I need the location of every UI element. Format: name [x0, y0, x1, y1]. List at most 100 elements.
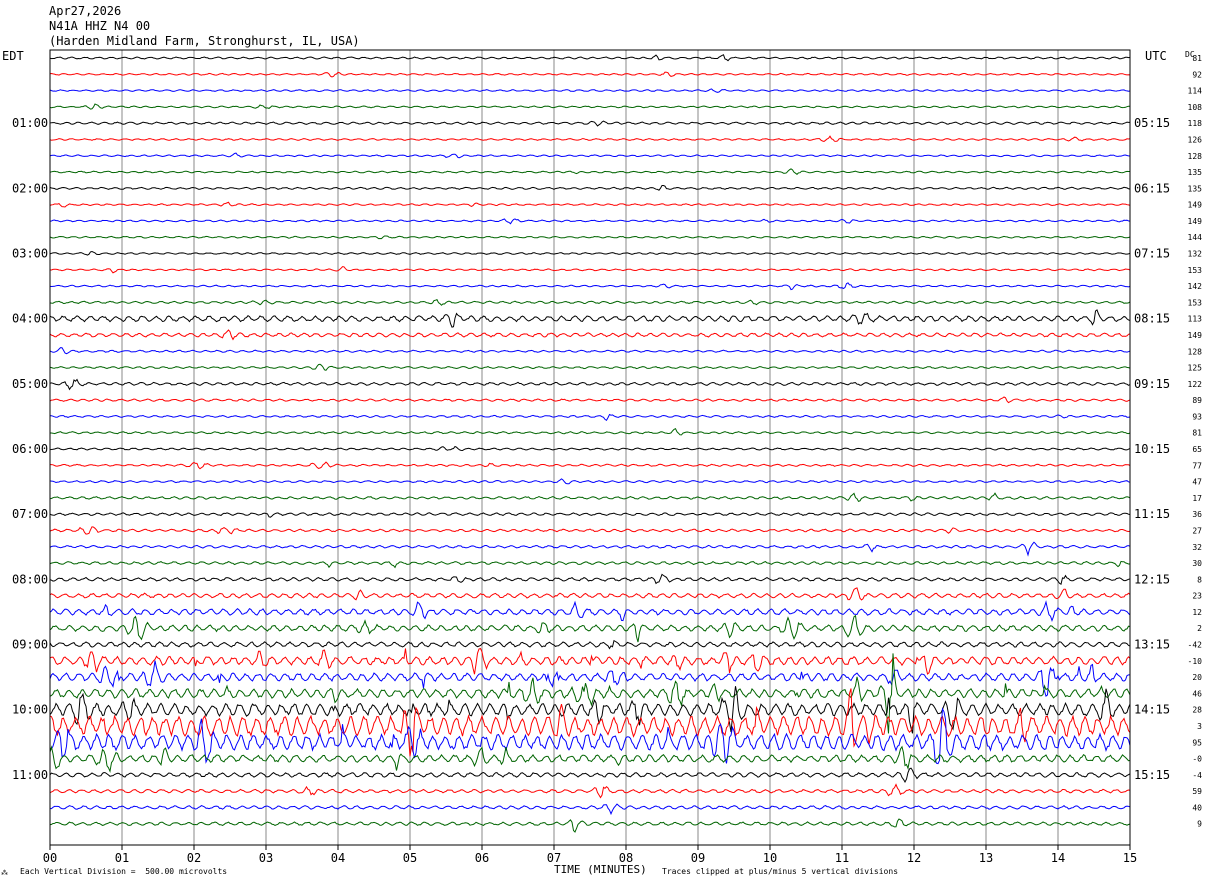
- seismic-trace: [49, 587, 1131, 601]
- dc-value: 8: [1197, 575, 1202, 584]
- right-hour-label: 13:15: [1134, 638, 1170, 652]
- dc-value: 142: [1188, 282, 1203, 291]
- seismic-trace: [49, 201, 1131, 208]
- seismic-trace: [49, 218, 1131, 225]
- dc-value: 3: [1197, 722, 1202, 731]
- dc-value: 17: [1192, 494, 1202, 503]
- seismic-trace: [49, 600, 1131, 622]
- dc-value: 65: [1192, 445, 1202, 454]
- right-hour-label: 11:15: [1134, 507, 1170, 521]
- dc-value: 46: [1192, 689, 1202, 698]
- seismic-trace: [49, 103, 1131, 110]
- left-hour-label: 04:00: [12, 312, 48, 326]
- x-tick-label: 07: [547, 851, 561, 865]
- seismic-trace: [49, 707, 1131, 765]
- x-tick-label: 08: [619, 851, 633, 865]
- x-tick-label: 05: [403, 851, 417, 865]
- seismic-trace: [49, 573, 1131, 585]
- left-tz-label: EDT: [2, 49, 24, 63]
- dc-value: 30: [1192, 559, 1202, 568]
- left-hour-label: 03:00: [12, 247, 48, 261]
- dc-value: 92: [1192, 70, 1202, 79]
- dc-value: 153: [1188, 298, 1203, 307]
- left-hour-label: 09:00: [12, 638, 48, 652]
- seismic-trace: [49, 329, 1131, 341]
- seismic-trace: [49, 653, 1131, 734]
- clip-note: Traces clipped at plus/minus 5 vertical …: [662, 867, 899, 876]
- dc-value: 81: [1192, 429, 1202, 438]
- x-tick-label: 04: [331, 851, 345, 865]
- x-tick-label: 15: [1123, 851, 1137, 865]
- dc-value: 59: [1192, 787, 1202, 796]
- dc-value: 149: [1188, 331, 1203, 340]
- dc-value: 126: [1188, 136, 1203, 145]
- seismic-trace: [49, 88, 1131, 93]
- left-hour-label: 10:00: [12, 703, 48, 717]
- dc-value: 2: [1197, 624, 1202, 633]
- dc-value: -10: [1188, 657, 1203, 666]
- header-location: (Harden Midland Farm, Stronghurst, IL, U…: [49, 34, 360, 48]
- dc-value: 81: [1192, 54, 1202, 63]
- seismic-trace: [50, 413, 1131, 421]
- seismic-trace: [49, 282, 1131, 291]
- dc-value: 122: [1188, 380, 1203, 389]
- seismic-trace: [49, 235, 1131, 240]
- right-hour-label: 07:15: [1134, 247, 1170, 261]
- right-hour-label: 05:15: [1134, 116, 1170, 130]
- seismic-trace: [50, 428, 1131, 436]
- seismic-trace: [49, 818, 1131, 833]
- seismic-trace: [49, 445, 1131, 452]
- axis-labels: 8192114108118126128135135149149144132153…: [2, 49, 1202, 865]
- dc-value: 20: [1192, 673, 1202, 682]
- seismic-trace: [49, 298, 1131, 306]
- dc-value: 113: [1188, 315, 1203, 324]
- seismic-trace: [49, 783, 1131, 799]
- dc-value: 118: [1188, 119, 1203, 128]
- seismic-trace: [49, 135, 1131, 143]
- seismic-trace: [49, 363, 1131, 371]
- seismic-trace: [50, 461, 1131, 470]
- chart-grid: [121, 50, 1059, 845]
- dc-value: 36: [1192, 510, 1202, 519]
- left-hour-label: 02:00: [12, 181, 48, 195]
- dc-value: 27: [1192, 527, 1202, 536]
- x-tick-label: 14: [1051, 851, 1065, 865]
- dc-value: 149: [1188, 217, 1203, 226]
- dc-value: 149: [1188, 201, 1203, 210]
- seismic-trace: [49, 686, 1131, 734]
- dc-value: 23: [1192, 592, 1202, 601]
- x-tick-label: 02: [187, 851, 201, 865]
- seismic-trace: [49, 120, 1130, 127]
- seismic-trace: [49, 660, 1130, 697]
- dc-value: 125: [1188, 364, 1203, 373]
- dc-header: DC: [1185, 50, 1195, 59]
- seismic-trace: [49, 526, 1131, 535]
- seismic-trace: [49, 309, 1131, 328]
- seismic-trace: [49, 378, 1131, 391]
- dc-value: 93: [1192, 412, 1202, 421]
- x-tick-label: 11: [835, 851, 849, 865]
- x-tick-label: 03: [259, 851, 273, 865]
- dc-value: 9: [1197, 820, 1202, 829]
- right-hour-label: 14:15: [1134, 703, 1170, 717]
- left-hour-label: 07:00: [12, 507, 48, 521]
- dc-value: 77: [1192, 461, 1202, 470]
- scale-note-icon: ⁂: [1, 869, 8, 877]
- plot-frame: [49, 49, 1131, 846]
- x-axis-label: TIME (MINUTES): [554, 863, 647, 876]
- dc-value: 89: [1192, 396, 1202, 405]
- dc-value: -42: [1188, 641, 1203, 650]
- seismic-trace: [49, 185, 1131, 191]
- left-hour-label: 06:00: [12, 442, 48, 456]
- seismic-trace: [49, 560, 1130, 569]
- x-tick-label: 13: [979, 851, 993, 865]
- right-hour-label: 12:15: [1134, 572, 1170, 586]
- dc-value: 128: [1188, 152, 1203, 161]
- dc-value: 135: [1188, 184, 1203, 193]
- dc-value: -4: [1192, 771, 1202, 780]
- seismic-trace: [49, 745, 1131, 774]
- scale-note: Each Vertical Division = 500.00 microvol…: [20, 867, 228, 876]
- dc-value: 28: [1192, 706, 1202, 715]
- header-date: Apr27,2026: [49, 4, 122, 18]
